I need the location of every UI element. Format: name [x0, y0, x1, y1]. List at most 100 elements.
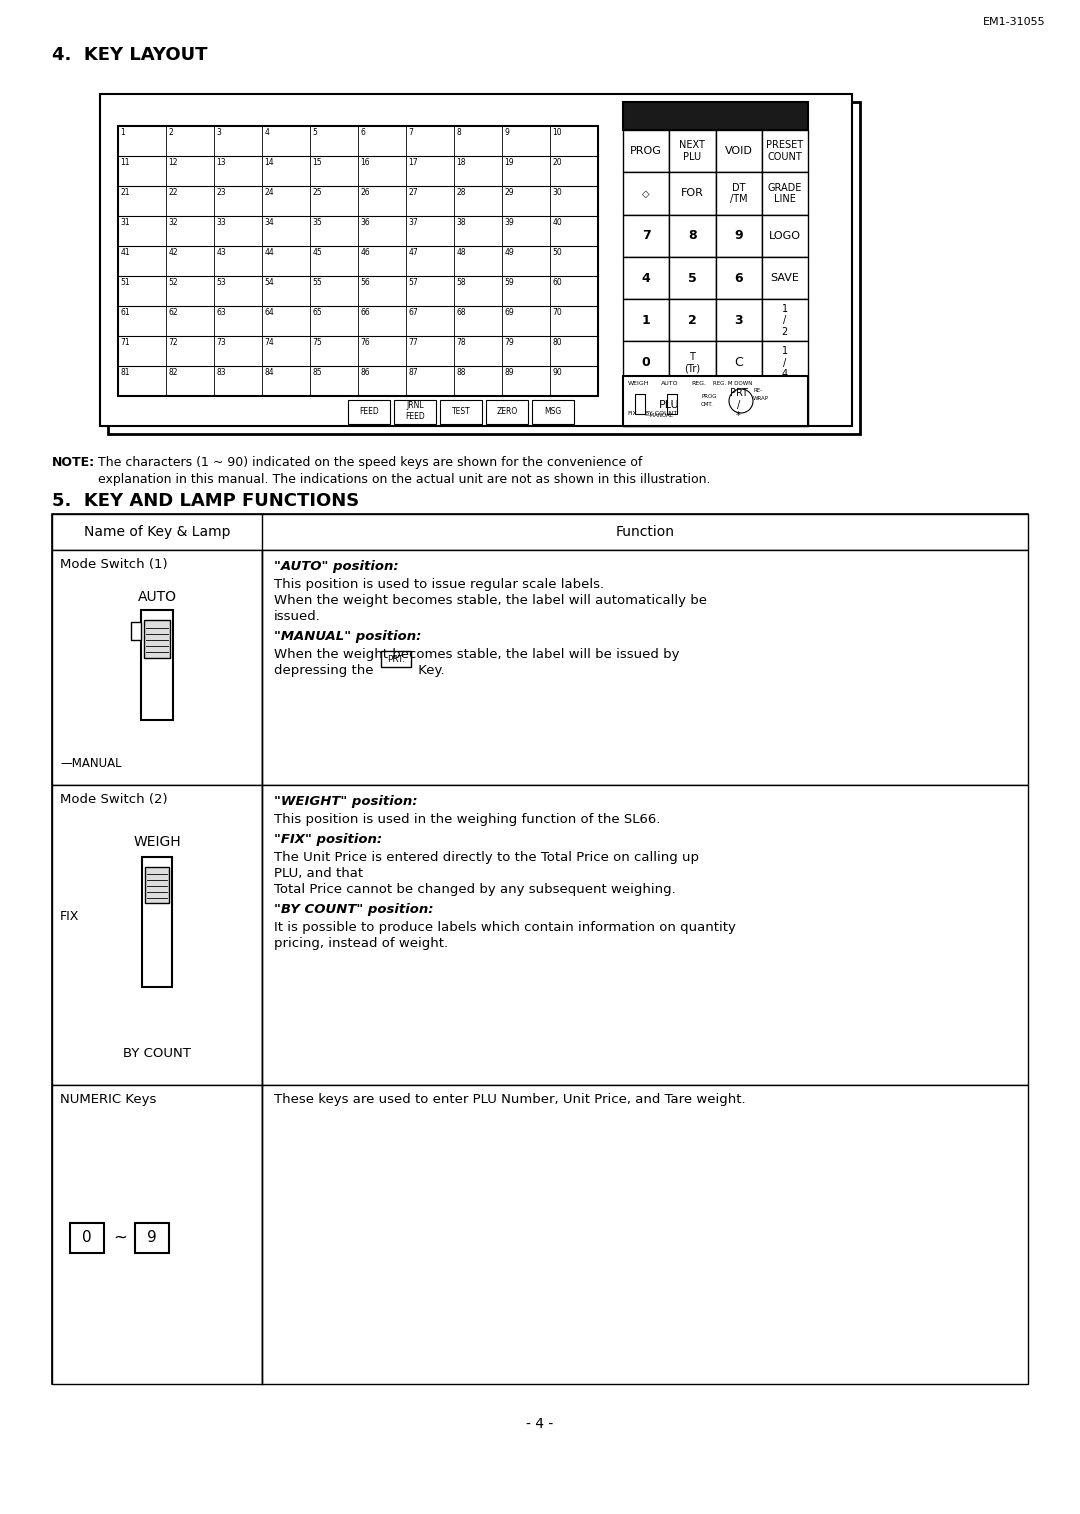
Text: RE-: RE- — [753, 388, 762, 394]
Bar — [141, 857, 172, 987]
Bar — [670, 130, 715, 173]
Text: 31: 31 — [121, 218, 130, 227]
Text: 35: 35 — [312, 218, 322, 227]
Text: Function: Function — [616, 525, 675, 539]
Bar — [623, 173, 670, 215]
Text: PROG: PROG — [701, 394, 716, 400]
Bar — [761, 342, 808, 383]
Text: 9: 9 — [147, 1231, 157, 1246]
Bar — [761, 215, 808, 257]
Text: BY COUNT: BY COUNT — [123, 1048, 191, 1060]
Bar — [141, 610, 173, 721]
Text: 88: 88 — [457, 368, 465, 377]
Text: 54: 54 — [265, 279, 274, 288]
Bar — [381, 651, 411, 668]
Text: explanation in this manual. The indications on the actual unit are not as shown : explanation in this manual. The indicati… — [98, 472, 711, 486]
Text: NOTE:: NOTE: — [52, 456, 95, 469]
Bar — [348, 400, 390, 424]
Text: 1
/
2: 1 / 2 — [782, 304, 788, 338]
Text: PROG: PROG — [631, 147, 662, 156]
Text: —MANUAL: —MANUAL — [645, 413, 674, 418]
Bar — [635, 394, 645, 413]
Text: The characters (1 ~ 90) indicated on the speed keys are shown for the convenienc: The characters (1 ~ 90) indicated on the… — [98, 456, 643, 469]
Text: This position is used in the weighing function of the SL66.: This position is used in the weighing fu… — [274, 813, 660, 827]
Text: 1: 1 — [642, 313, 650, 327]
Text: 11: 11 — [121, 157, 130, 167]
Text: 5.  KEY AND LAMP FUNCTIONS: 5. KEY AND LAMP FUNCTIONS — [52, 492, 360, 510]
Text: 41: 41 — [121, 248, 130, 257]
Text: 1
/
4: 1 / 4 — [782, 347, 788, 378]
Text: issued.: issued. — [274, 610, 321, 622]
Text: 89: 89 — [504, 368, 514, 377]
Text: Mode Switch (1): Mode Switch (1) — [60, 559, 167, 571]
Text: 60: 60 — [553, 279, 563, 288]
Text: 5: 5 — [688, 271, 697, 285]
Text: 8: 8 — [688, 229, 697, 242]
Text: 40: 40 — [553, 218, 563, 227]
Bar — [623, 300, 670, 342]
Bar — [761, 257, 808, 300]
Bar — [670, 173, 715, 215]
Text: "MANUAL" position:: "MANUAL" position: — [274, 630, 421, 643]
Bar — [623, 257, 670, 300]
Text: "AUTO" position:: "AUTO" position: — [274, 560, 399, 572]
Text: REG. M DOWN: REG. M DOWN — [713, 382, 753, 386]
Text: 12: 12 — [168, 157, 178, 167]
Text: WEIGH: WEIGH — [133, 836, 180, 849]
Text: 37: 37 — [408, 218, 418, 227]
Text: 7: 7 — [408, 129, 414, 136]
Text: DT
/TM: DT /TM — [730, 183, 747, 204]
Bar — [52, 1086, 262, 1384]
Text: 29: 29 — [504, 188, 514, 197]
Text: 90: 90 — [553, 368, 563, 377]
Text: ZERO: ZERO — [497, 406, 517, 415]
Text: GRADE
LINE: GRADE LINE — [768, 183, 802, 204]
Text: 45: 45 — [312, 248, 322, 257]
Text: FEED: FEED — [360, 406, 379, 415]
Text: 58: 58 — [457, 279, 467, 288]
Text: PLU: PLU — [659, 400, 679, 410]
Text: T
(Tr): T (Tr) — [685, 351, 701, 374]
Text: WRAP: WRAP — [753, 397, 769, 401]
Text: 52: 52 — [168, 279, 178, 288]
Bar — [52, 513, 1028, 1384]
Bar — [761, 383, 808, 425]
Text: 32: 32 — [168, 218, 178, 227]
Text: 64: 64 — [265, 307, 274, 316]
Text: 51: 51 — [121, 279, 130, 288]
Text: 49: 49 — [504, 248, 514, 257]
Bar — [623, 375, 808, 425]
Text: 72: 72 — [168, 338, 178, 347]
Text: 80: 80 — [553, 338, 562, 347]
Bar — [715, 300, 761, 342]
Text: 25: 25 — [312, 188, 322, 197]
Bar — [145, 868, 168, 902]
Text: 86: 86 — [361, 368, 370, 377]
Text: 2: 2 — [168, 129, 173, 136]
Text: 69: 69 — [504, 307, 514, 316]
Bar — [623, 342, 670, 383]
Text: LOGO: LOGO — [769, 230, 801, 241]
Text: 78: 78 — [457, 338, 467, 347]
Bar — [262, 550, 1028, 784]
Text: 81: 81 — [121, 368, 130, 377]
Bar — [100, 94, 852, 425]
Text: 28: 28 — [457, 188, 465, 197]
Text: FOR: FOR — [680, 188, 704, 198]
Text: 77: 77 — [408, 338, 418, 347]
Bar — [440, 400, 482, 424]
Text: 33: 33 — [216, 218, 226, 227]
Text: 2: 2 — [688, 313, 697, 327]
Text: 47: 47 — [408, 248, 418, 257]
Text: 10: 10 — [553, 129, 562, 136]
Text: 0: 0 — [82, 1231, 92, 1246]
Text: 75: 75 — [312, 338, 322, 347]
Text: 68: 68 — [457, 307, 467, 316]
Bar — [52, 513, 1028, 550]
Text: The Unit Price is entered directly to the Total Price on calling up: The Unit Price is entered directly to th… — [274, 851, 699, 864]
Text: 55: 55 — [312, 279, 322, 288]
Text: MSG: MSG — [544, 406, 562, 415]
Text: It is possible to produce labels which contain information on quantity: It is possible to produce labels which c… — [274, 921, 735, 934]
Text: JRNL
FEED: JRNL FEED — [405, 401, 424, 421]
Text: ~: ~ — [113, 1229, 127, 1248]
